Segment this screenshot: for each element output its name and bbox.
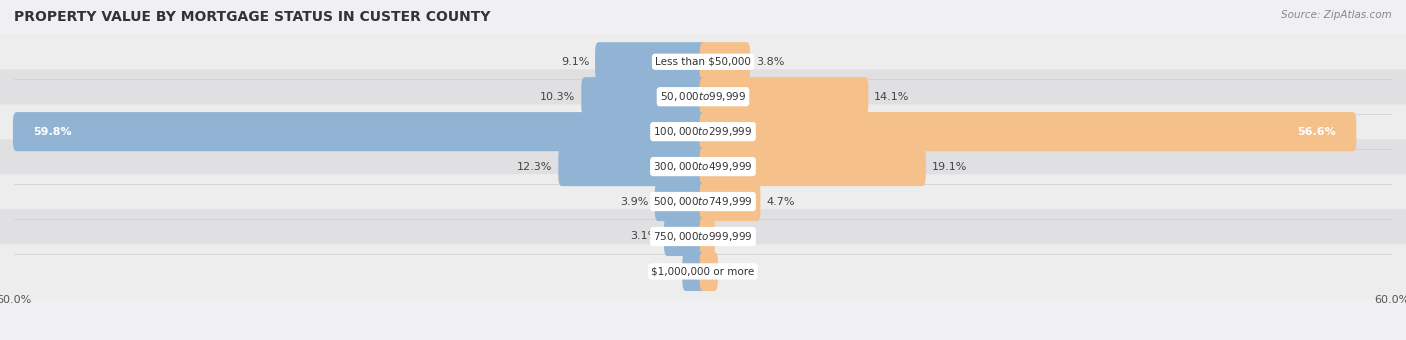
FancyBboxPatch shape <box>0 244 1406 299</box>
FancyBboxPatch shape <box>700 182 761 221</box>
Text: Source: ZipAtlas.com: Source: ZipAtlas.com <box>1281 10 1392 20</box>
FancyBboxPatch shape <box>0 104 1406 159</box>
Text: $750,000 to $999,999: $750,000 to $999,999 <box>654 230 752 243</box>
FancyBboxPatch shape <box>581 77 706 116</box>
Text: 4.7%: 4.7% <box>766 197 794 206</box>
FancyBboxPatch shape <box>0 174 1406 229</box>
Text: PROPERTY VALUE BY MORTGAGE STATUS IN CUSTER COUNTY: PROPERTY VALUE BY MORTGAGE STATUS IN CUS… <box>14 10 491 24</box>
Text: 12.3%: 12.3% <box>517 162 553 172</box>
Text: $50,000 to $99,999: $50,000 to $99,999 <box>659 90 747 103</box>
Text: 10.3%: 10.3% <box>540 92 575 102</box>
Text: $1,000,000 or more: $1,000,000 or more <box>651 267 755 276</box>
Text: 9.1%: 9.1% <box>561 57 589 67</box>
Text: 19.1%: 19.1% <box>932 162 967 172</box>
Text: 1.5%: 1.5% <box>648 267 676 276</box>
FancyBboxPatch shape <box>700 147 925 186</box>
FancyBboxPatch shape <box>595 42 706 81</box>
FancyBboxPatch shape <box>655 182 706 221</box>
Text: Less than $50,000: Less than $50,000 <box>655 57 751 67</box>
Text: 59.8%: 59.8% <box>34 127 72 137</box>
Text: 3.8%: 3.8% <box>756 57 785 67</box>
Text: $300,000 to $499,999: $300,000 to $499,999 <box>654 160 752 173</box>
FancyBboxPatch shape <box>13 112 706 151</box>
FancyBboxPatch shape <box>0 35 1406 89</box>
FancyBboxPatch shape <box>0 69 1406 124</box>
Text: 3.9%: 3.9% <box>620 197 650 206</box>
FancyBboxPatch shape <box>0 139 1406 194</box>
FancyBboxPatch shape <box>700 112 1357 151</box>
Text: 14.1%: 14.1% <box>875 92 910 102</box>
Text: $500,000 to $749,999: $500,000 to $749,999 <box>654 195 752 208</box>
FancyBboxPatch shape <box>558 147 706 186</box>
Text: 3.1%: 3.1% <box>630 232 658 241</box>
Text: 0.74%: 0.74% <box>721 232 756 241</box>
FancyBboxPatch shape <box>700 42 749 81</box>
Text: $100,000 to $299,999: $100,000 to $299,999 <box>654 125 752 138</box>
Text: 56.6%: 56.6% <box>1296 127 1336 137</box>
FancyBboxPatch shape <box>0 209 1406 264</box>
Text: 1.0%: 1.0% <box>724 267 752 276</box>
FancyBboxPatch shape <box>700 77 869 116</box>
Legend: Without Mortgage, With Mortgage: Without Mortgage, With Mortgage <box>581 338 825 340</box>
FancyBboxPatch shape <box>700 252 718 291</box>
FancyBboxPatch shape <box>700 217 714 256</box>
FancyBboxPatch shape <box>664 217 706 256</box>
FancyBboxPatch shape <box>682 252 706 291</box>
